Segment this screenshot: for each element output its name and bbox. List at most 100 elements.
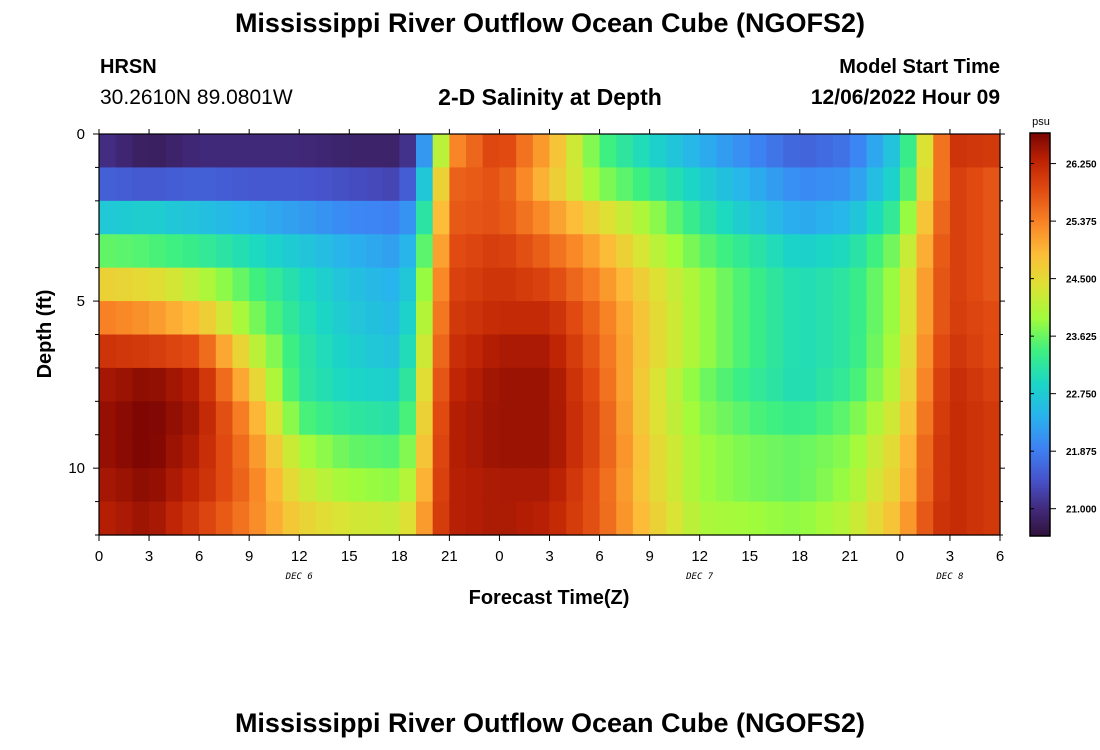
heatmap-cell: [165, 267, 184, 302]
heatmap-cell: [682, 501, 701, 536]
heatmap-cell: [816, 200, 834, 235]
heatmap-cell: [416, 167, 434, 202]
heatmap-cell: [899, 401, 918, 436]
heatmap-cell: [582, 501, 601, 536]
heatmap-cell: [315, 434, 334, 469]
heatmap-cell: [816, 234, 834, 269]
heatmap-cell: [582, 167, 601, 202]
x-tick-label: 12: [291, 548, 308, 565]
heatmap-cells: [99, 134, 1001, 536]
heatmap-cell: [482, 301, 501, 336]
heatmap-cell: [949, 200, 968, 235]
heatmap-cell: [432, 367, 450, 402]
heatmap-cell: [499, 367, 517, 402]
heatmap-cell: [282, 167, 300, 202]
heatmap-cell: [516, 401, 534, 436]
heatmap-cell: [733, 134, 751, 169]
heatmap-cell: [749, 434, 768, 469]
heatmap-cell: [616, 301, 634, 336]
heatmap-cell: [916, 301, 934, 336]
heatmap-cell: [149, 401, 167, 436]
heatmap-cell: [516, 234, 534, 269]
heatmap-cell: [849, 367, 868, 402]
heatmap-cell: [99, 367, 117, 402]
heatmap-cell: [733, 167, 751, 202]
heatmap-cell: [499, 134, 517, 169]
heatmap-cell: [632, 468, 651, 503]
heatmap-cell: [699, 200, 717, 235]
heatmap-cell: [783, 468, 801, 503]
heatmap-cell: [733, 200, 751, 235]
heatmap-cell: [599, 468, 617, 503]
heatmap-cell: [899, 134, 918, 169]
heatmap-cell: [199, 401, 217, 436]
heatmap-cell: [783, 234, 801, 269]
heatmap-cell: [582, 200, 601, 235]
heatmap-cell: [933, 501, 951, 536]
heatmap-cell: [833, 401, 851, 436]
heatmap-cell: [432, 267, 450, 302]
heatmap-cell: [232, 334, 250, 369]
heatmap-cell: [432, 468, 450, 503]
heatmap-cell: [616, 401, 634, 436]
heatmap-cell: [566, 134, 584, 169]
heatmap-cell: [883, 468, 901, 503]
station-name: HRSN: [100, 56, 157, 78]
heatmap-cell: [349, 334, 367, 369]
heatmap-cell: [432, 501, 450, 536]
heatmap-cell: [365, 167, 384, 202]
heatmap-cell: [249, 267, 267, 302]
heatmap-cell: [716, 167, 734, 202]
heatmap-cell: [466, 267, 484, 302]
heatmap-cell: [199, 200, 217, 235]
heatmap-cell: [616, 334, 634, 369]
heatmap-cell: [849, 468, 868, 503]
heatmap-cell: [265, 167, 284, 202]
heatmap-cell: [666, 334, 684, 369]
heatmap-cell: [215, 367, 234, 402]
heatmap-cell: [699, 301, 717, 336]
heatmap-cell: [499, 234, 517, 269]
heatmap-cell: [349, 234, 367, 269]
heatmap-cell: [632, 167, 651, 202]
heatmap-cell: [332, 200, 350, 235]
heatmap-cell: [449, 200, 467, 235]
heatmap-cell: [132, 468, 150, 503]
heatmap-cell: [382, 367, 400, 402]
heatmap-cell: [349, 401, 367, 436]
heatmap-cell: [449, 167, 467, 202]
heatmap-cell: [165, 134, 184, 169]
heatmap-cell: [566, 234, 584, 269]
heatmap-cell: [666, 301, 684, 336]
heatmap-cell: [933, 267, 951, 302]
heatmap-cell: [482, 468, 501, 503]
heatmap-cell: [666, 401, 684, 436]
heatmap-cell: [916, 234, 934, 269]
heatmap-cell: [132, 267, 150, 302]
heatmap-cell: [582, 134, 601, 169]
heatmap-cell: [516, 200, 534, 235]
heatmap-cell: [766, 267, 784, 302]
heatmap-cell: [649, 434, 667, 469]
heatmap-cell: [449, 468, 467, 503]
heatmap-cell: [249, 401, 267, 436]
heatmap-cell: [549, 167, 567, 202]
heatmap-cell: [215, 301, 234, 336]
heatmap-cell: [983, 468, 1001, 503]
heatmap-cell: [532, 267, 551, 302]
heatmap-cell: [733, 334, 751, 369]
heatmap-cell: [866, 234, 884, 269]
heatmap-cell: [983, 334, 1001, 369]
heatmap-cell: [649, 501, 667, 536]
heatmap-cell: [799, 234, 818, 269]
heatmap-cell: [649, 401, 667, 436]
heatmap-cell: [449, 367, 467, 402]
chart-title: Mississippi River Outflow Ocean Cube (NG…: [234, 8, 866, 38]
heatmap-cell: [282, 267, 300, 302]
heatmap-cell: [115, 134, 133, 169]
heatmap-cell: [616, 468, 634, 503]
heatmap-cell: [182, 367, 200, 402]
heatmap-cell: [199, 234, 217, 269]
x-axis-label: Forecast Time(Z): [469, 587, 630, 609]
heatmap-cell: [399, 434, 417, 469]
